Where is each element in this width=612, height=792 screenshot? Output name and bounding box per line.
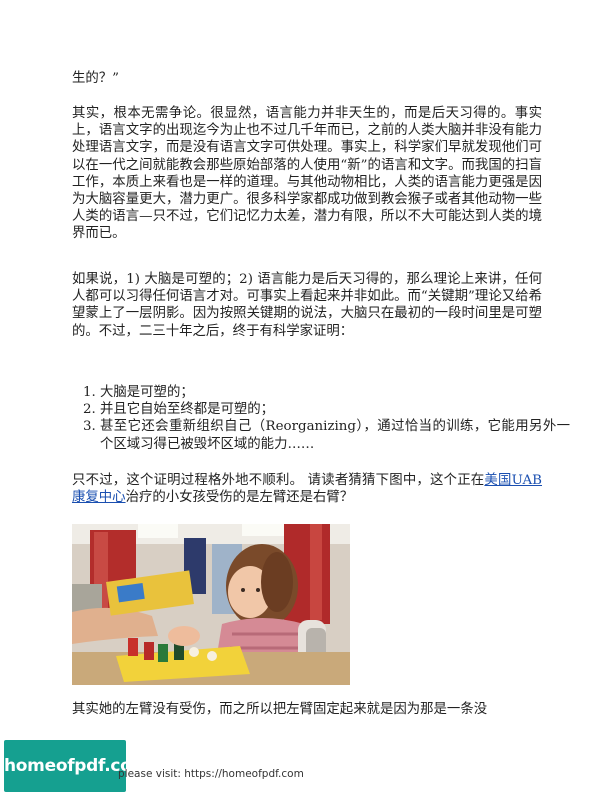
list-item: 甚至它还会重新组织自己（Reorganizing），通过恰当的训练，它能用另外一… xyxy=(100,418,570,452)
footer-bar: homeofpdf.com please visit: https://home… xyxy=(0,740,612,792)
paragraph-answer: 其实她的左臂没有受伤，而之所以把左臂固定起来就是因为那是一条没 xyxy=(72,702,488,717)
paragraph-continuation: 生的？” xyxy=(72,71,120,86)
footer-visit-text: please visit: https://homeofpdf.com xyxy=(118,768,304,780)
homeofpdf-logo[interactable]: homeofpdf.com xyxy=(4,740,149,792)
question-text-before: 只不过，这个证明过程格外地不顺利。 请读者猜猜下图中，这个正在 xyxy=(72,473,485,488)
list-item: 并且它自始至终都是可塑的； xyxy=(100,401,570,418)
paragraph-critical-period: 如果说，1) 大脑是可塑的；2) 语言能力是后天习得的，那么理论上来讲，任何人都… xyxy=(72,272,542,339)
question-text-after: 治疗的小女孩受伤的是左臂还是右臂？ xyxy=(125,490,354,506)
paragraph-language-acquired: 其实，根本无需争论。很显然，语言能力并非天生的，而是后天习得的。事实上，语言文字… xyxy=(72,106,542,242)
numbered-list: 大脑是可塑的； 并且它自始至终都是可塑的； 甚至它还会重新组织自己（Reorga… xyxy=(72,384,570,453)
list-item: 大脑是可塑的； xyxy=(100,384,570,401)
therapy-photo xyxy=(72,524,350,685)
uab-rehab-link[interactable]: 美国UAB康复中心 xyxy=(72,473,542,506)
paragraph-question: 只不过，这个证明过程格外地不顺利。 请读者猜猜下图中，这个正在美国UAB康复中心… xyxy=(72,472,542,506)
